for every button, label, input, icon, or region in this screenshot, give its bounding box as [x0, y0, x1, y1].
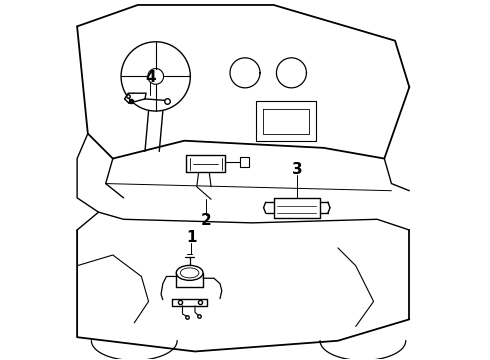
Text: 2: 2 — [201, 213, 212, 228]
Text: 1: 1 — [186, 230, 196, 246]
Text: 4: 4 — [145, 70, 156, 85]
Text: 3: 3 — [292, 162, 303, 177]
